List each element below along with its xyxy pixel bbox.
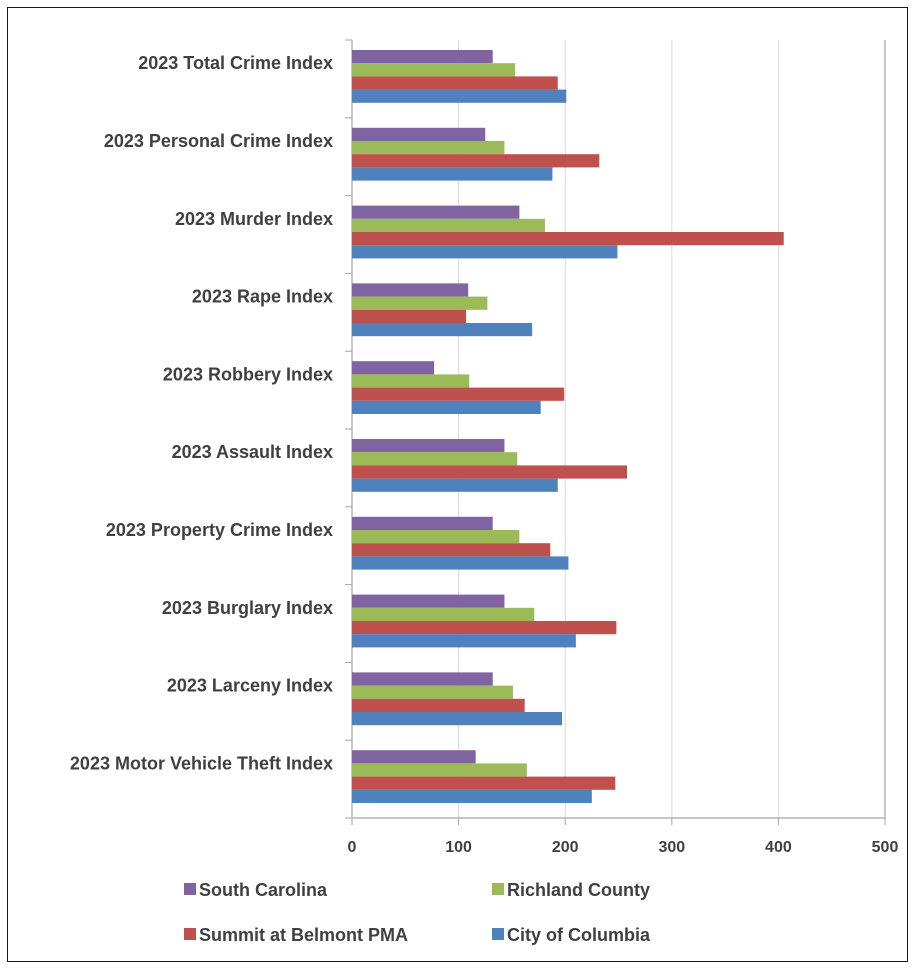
bar-chart: 2023 Total Crime Index 2023 Personal Crim… — [70, 39, 899, 945]
category-label: 2023 Property Crime Index — [106, 520, 333, 540]
bar-summit-at-belmont-pma — [352, 465, 628, 479]
category-label: 2023 Burglary Index — [162, 598, 333, 618]
bar-richland-county — [352, 763, 527, 777]
bar-city-of-columbia — [352, 556, 569, 570]
category-label: 2023 Total Crime Index — [138, 53, 333, 73]
bar-south-carolina — [352, 50, 493, 64]
bar-city-of-columbia — [352, 478, 558, 492]
bar-city-of-columbia — [352, 789, 592, 803]
bar-richland-county — [352, 218, 545, 232]
bar-summit-at-belmont-pma — [352, 776, 616, 790]
x-tick-label: 500 — [872, 839, 899, 856]
category-labels: 2023 Total Crime Index 2023 Personal Crim… — [70, 53, 333, 773]
bar-richland-county — [352, 530, 520, 544]
bar-richland-county — [352, 141, 505, 155]
bar-south-carolina — [352, 594, 505, 608]
legend: South Carolina Richland County Summit at B… — [184, 880, 651, 945]
x-tick-labels: 0 100 200 300 400 500 — [348, 839, 899, 856]
bar-summit-at-belmont-pma — [352, 698, 525, 712]
legend-swatch — [184, 883, 196, 895]
bar-city-of-columbia — [352, 323, 533, 337]
bar-south-carolina — [352, 672, 493, 686]
bar-richland-county — [352, 685, 513, 699]
bar-summit-at-belmont-pma — [352, 154, 600, 168]
bar-south-carolina — [352, 750, 476, 764]
category-label: 2023 Rape Index — [192, 287, 333, 307]
bar-summit-at-belmont-pma — [352, 76, 558, 90]
category-label: 2023 Assault Index — [172, 442, 333, 462]
bar-south-carolina — [352, 439, 505, 453]
bar-south-carolina — [352, 127, 486, 141]
bar-summit-at-belmont-pma — [352, 621, 617, 635]
bar-city-of-columbia — [352, 245, 618, 259]
bar-richland-county — [352, 63, 516, 77]
legend-label: South Carolina — [199, 880, 328, 900]
legend-label: Richland County — [507, 880, 650, 900]
category-label: 2023 Motor Vehicle Theft Index — [70, 753, 333, 773]
x-tick-label: 0 — [348, 839, 357, 856]
category-label: 2023 Murder Index — [175, 209, 333, 229]
legend-label: City of Columbia — [507, 925, 651, 945]
x-tick-label: 400 — [765, 839, 792, 856]
bar-south-carolina — [352, 516, 493, 530]
bar-richland-county — [352, 452, 518, 466]
legend-swatch — [492, 928, 504, 940]
legend-swatch — [184, 928, 196, 940]
bar-city-of-columbia — [352, 167, 553, 181]
bar-south-carolina — [352, 205, 520, 219]
category-label: 2023 Robbery Index — [163, 364, 333, 384]
x-tick-label: 100 — [445, 839, 472, 856]
bar-summit-at-belmont-pma — [352, 387, 565, 401]
bar-richland-county — [352, 374, 470, 388]
bar-summit-at-belmont-pma — [352, 309, 467, 323]
bar-richland-county — [352, 296, 488, 310]
bar-south-carolina — [352, 361, 435, 375]
category-label: 2023 Personal Crime Index — [104, 131, 333, 151]
bar-south-carolina — [352, 283, 469, 297]
bar-city-of-columbia — [352, 89, 567, 103]
bar-summit-at-belmont-pma — [352, 543, 551, 557]
bar-city-of-columbia — [352, 400, 541, 414]
legend-swatch — [492, 883, 504, 895]
x-tick-label: 200 — [552, 839, 579, 856]
x-tick-label: 300 — [658, 839, 685, 856]
chart-frame: 2023 Total Crime Index 2023 Personal Crim… — [7, 7, 908, 962]
bar-city-of-columbia — [352, 712, 563, 726]
bars — [352, 50, 784, 803]
bar-summit-at-belmont-pma — [352, 232, 784, 246]
legend-label: Summit at Belmont PMA — [199, 925, 408, 945]
bar-city-of-columbia — [352, 634, 576, 648]
category-label: 2023 Larceny Index — [167, 676, 333, 696]
bar-richland-county — [352, 607, 535, 621]
